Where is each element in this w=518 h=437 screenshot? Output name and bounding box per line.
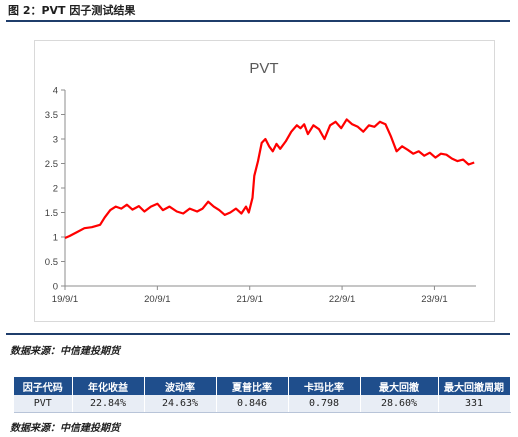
header-rule (6, 20, 510, 22)
chart-frame: PVT 0 0.5 1 1.5 2 2.5 3 3.5 4 19/9/1 20/9/1 21/9/1… (34, 40, 495, 322)
x-tick-label: 19/9/1 (52, 294, 78, 305)
line-chart: PVT 0 0.5 1 1.5 2 2.5 3 3.5 4 19/9/1 20/9/1 21/9/1… (45, 60, 476, 305)
series-layer (64, 118, 475, 240)
section-rule (6, 333, 510, 335)
cell-max-drawdown-period: 331 (438, 395, 511, 413)
y-tick-label: 3.5 (45, 110, 58, 121)
x-tick-label: 20/9/1 (144, 294, 170, 305)
series-line-0 (64, 118, 475, 240)
header-sharpe: 夏普比率 (216, 377, 289, 395)
y-tick-label: 1.5 (45, 208, 58, 219)
header-max-drawdown-period: 最大回撤周期 (438, 377, 511, 395)
x-tick-label: 23/9/1 (421, 294, 447, 305)
cell-max-drawdown: 28.60% (360, 395, 439, 413)
table-row: PVT 22.84% 24.63% 0.846 0.798 28.60% 331 (14, 395, 511, 413)
cell-volatility: 24.63% (144, 395, 217, 413)
cell-factor-code: PVT (14, 395, 73, 413)
y-axis: 0 0.5 1 1.5 2 2.5 3 3.5 4 (45, 86, 66, 293)
header-calmar: 卡玛比率 (288, 377, 361, 395)
x-tick-label: 22/9/1 (329, 294, 355, 305)
table-header-row: 因子代码 年化收益 波动率 夏普比率 卡玛比率 最大回撤 最大回撤周期 (14, 377, 511, 395)
header-volatility: 波动率 (144, 377, 217, 395)
y-tick-label: 3 (53, 135, 58, 146)
x-axis: 19/9/1 20/9/1 21/9/1 22/9/1 23/9/1 (52, 285, 476, 305)
factor-metrics-table: 因子代码 年化收益 波动率 夏普比率 卡玛比率 最大回撤 最大回撤周期 PVT … (14, 377, 511, 413)
header-factor-code: 因子代码 (14, 377, 73, 395)
header-max-drawdown: 最大回撤 (360, 377, 439, 395)
data-source-note: 数据来源：中信建投期货 (10, 346, 120, 357)
y-tick-label: 2.5 (45, 159, 58, 170)
cell-sharpe: 0.846 (216, 395, 289, 413)
figure-title: 图 2：PVT 因子测试结果 (8, 4, 136, 17)
cell-calmar: 0.798 (288, 395, 361, 413)
header-annual-return: 年化收益 (72, 377, 145, 395)
y-tick-label: 1 (53, 233, 58, 244)
data-source-note-2: 数据来源：中信建投期货 (10, 423, 120, 434)
chart-title: PVT (249, 60, 278, 77)
cell-annual-return: 22.84% (72, 395, 145, 413)
y-tick-label: 0.5 (45, 257, 58, 268)
x-tick-label: 21/9/1 (237, 294, 263, 305)
y-tick-label: 2 (53, 184, 58, 195)
y-tick-label: 0 (53, 282, 58, 293)
y-tick-label: 4 (53, 86, 58, 97)
